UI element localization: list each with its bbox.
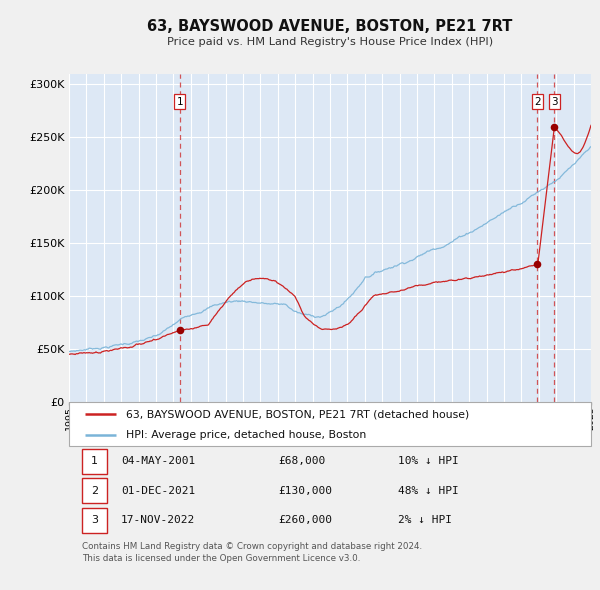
Text: 63, BAYSWOOD AVENUE, BOSTON, PE21 7RT (detached house): 63, BAYSWOOD AVENUE, BOSTON, PE21 7RT (d… (127, 409, 470, 419)
Text: £68,000: £68,000 (278, 456, 325, 466)
Text: 3: 3 (91, 516, 98, 525)
Text: 04-MAY-2001: 04-MAY-2001 (121, 456, 196, 466)
Text: Price paid vs. HM Land Registry's House Price Index (HPI): Price paid vs. HM Land Registry's House … (167, 38, 493, 47)
Text: 3: 3 (551, 97, 557, 107)
Text: 2: 2 (91, 486, 98, 496)
Text: £130,000: £130,000 (278, 486, 332, 496)
Text: 2: 2 (534, 97, 541, 107)
Text: 1: 1 (176, 97, 183, 107)
Text: 17-NOV-2022: 17-NOV-2022 (121, 516, 196, 525)
FancyBboxPatch shape (82, 478, 107, 503)
FancyBboxPatch shape (69, 402, 591, 446)
Point (550, 122, 559, 132)
Text: £260,000: £260,000 (278, 516, 332, 525)
Text: Contains HM Land Registry data © Crown copyright and database right 2024.
This d: Contains HM Land Registry data © Crown c… (82, 542, 422, 563)
Text: 2% ↓ HPI: 2% ↓ HPI (398, 516, 452, 525)
Text: HPI: Average price, detached house, Boston: HPI: Average price, detached house, Bost… (127, 430, 367, 440)
Text: 1: 1 (91, 456, 98, 466)
FancyBboxPatch shape (82, 508, 107, 533)
Text: 48% ↓ HPI: 48% ↓ HPI (398, 486, 458, 496)
Text: 10% ↓ HPI: 10% ↓ HPI (398, 456, 458, 466)
Point (533, 260, 542, 269)
Point (175, 325, 185, 335)
Text: 01-DEC-2021: 01-DEC-2021 (121, 486, 196, 496)
Text: 63, BAYSWOOD AVENUE, BOSTON, PE21 7RT: 63, BAYSWOOD AVENUE, BOSTON, PE21 7RT (148, 19, 512, 34)
FancyBboxPatch shape (82, 449, 107, 474)
